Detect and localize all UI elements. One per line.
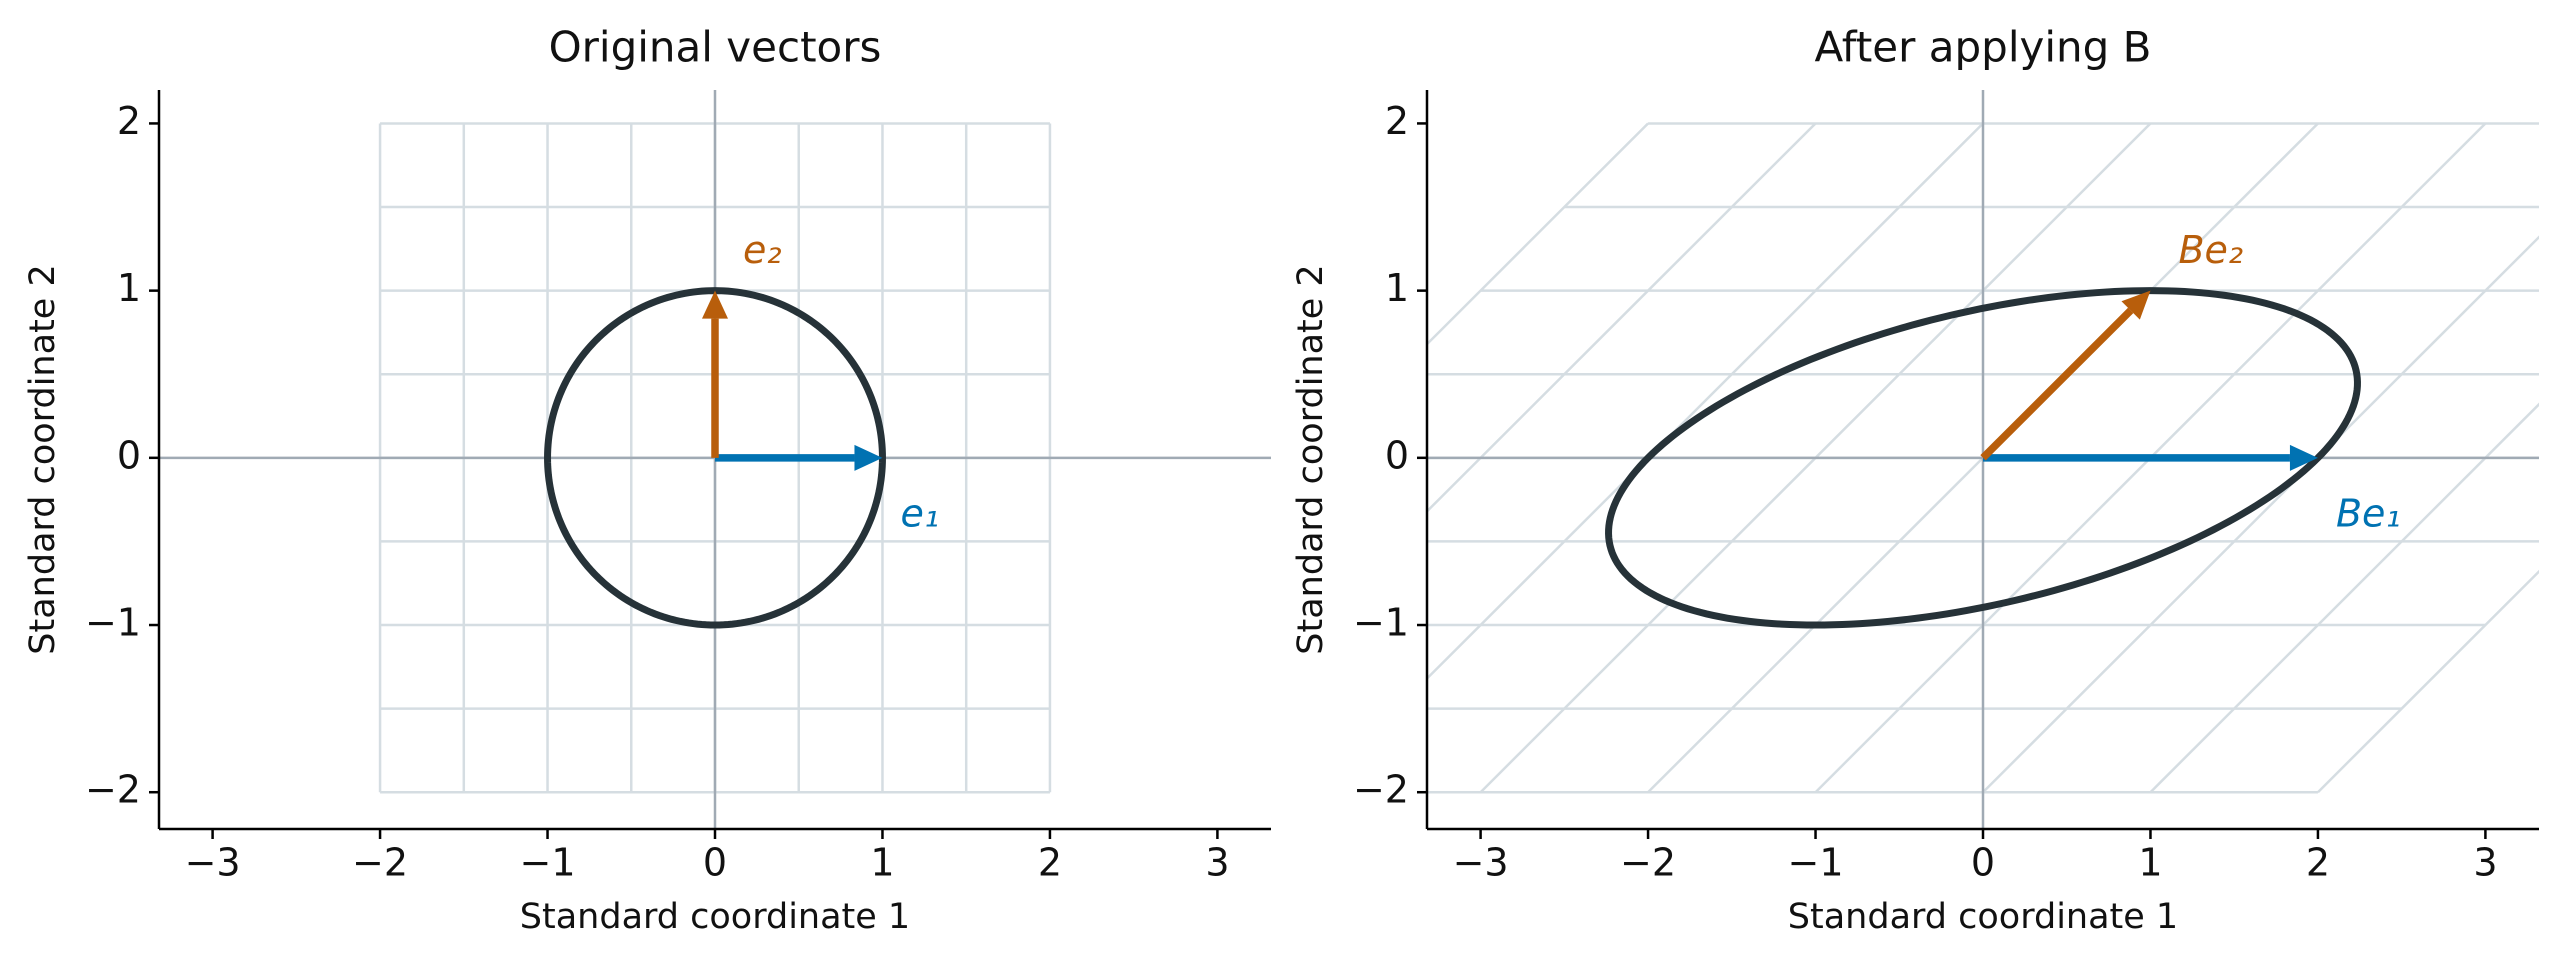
x-tick-label: −3 [185, 841, 241, 885]
y-tick-label: 0 [1385, 433, 1409, 477]
y-tick-label: −2 [85, 768, 141, 812]
plot-area: e₁ e₂ −3 −2 −1 0 1 2 3 −2 −1 0 1 2 Original vectors Sta… [23, 23, 1271, 937]
vector-head [702, 290, 728, 319]
x-axis-label: Standard coordinate 1 [1788, 897, 2178, 937]
vector-head [2289, 444, 2318, 471]
y-axis-label: Standard coordinate 2 [1291, 264, 1331, 654]
x-tick-label: 1 [870, 841, 894, 885]
y-tick-label: −1 [1353, 601, 1409, 645]
vector-shaft [1980, 307, 2134, 461]
plot-area: Be₁ Be₂ −3 −2 −1 0 1 2 3 −2 −1 0 1 2 After applying B S… [1291, 23, 2539, 937]
x-tick-label: 0 [703, 841, 727, 885]
vector-head [2121, 290, 2151, 320]
unit-circle-image [1605, 287, 2361, 629]
y-tick-label: 1 [117, 266, 141, 310]
unit-circle-image [544, 287, 886, 629]
x-tick-label: 3 [1205, 841, 1229, 885]
y-tick-label: −2 [1353, 768, 1409, 812]
x-axis-label: Standard coordinate 1 [520, 897, 910, 937]
x-tick-label: 0 [1971, 841, 1995, 885]
y-tick-label: 2 [117, 99, 141, 143]
vector-head [854, 444, 883, 471]
vector-label: e₁ [900, 491, 939, 535]
x-tick-label: −2 [352, 841, 408, 885]
grid-line [1427, 122, 1649, 346]
y-tick-label: −1 [85, 601, 141, 645]
y-axis-label: Standard coordinate 2 [23, 264, 63, 654]
x-tick-label: 3 [2473, 841, 2497, 885]
x-tick-label: −3 [1453, 841, 1509, 885]
x-tick-label: −1 [1788, 841, 1844, 885]
y-tick-label: 0 [117, 433, 141, 477]
x-tick-label: 2 [1038, 841, 1062, 885]
chart-title: Original vectors [549, 23, 882, 72]
chart-title: After applying B [1815, 23, 2152, 72]
vector-label: e₂ [743, 228, 782, 272]
x-tick-label: 1 [2138, 841, 2162, 885]
grid-line [2317, 569, 2539, 794]
x-tick-label: 2 [2306, 841, 2330, 885]
vector-label: Be₂ [2178, 228, 2243, 272]
x-tick-label: −2 [1620, 841, 1676, 885]
vector-label: Be₁ [2336, 491, 2401, 535]
x-tick-label: −1 [520, 841, 576, 885]
y-tick-label: 2 [1385, 99, 1409, 143]
plot-inner [1427, 90, 2539, 829]
y-tick-label: 1 [1385, 266, 1409, 310]
